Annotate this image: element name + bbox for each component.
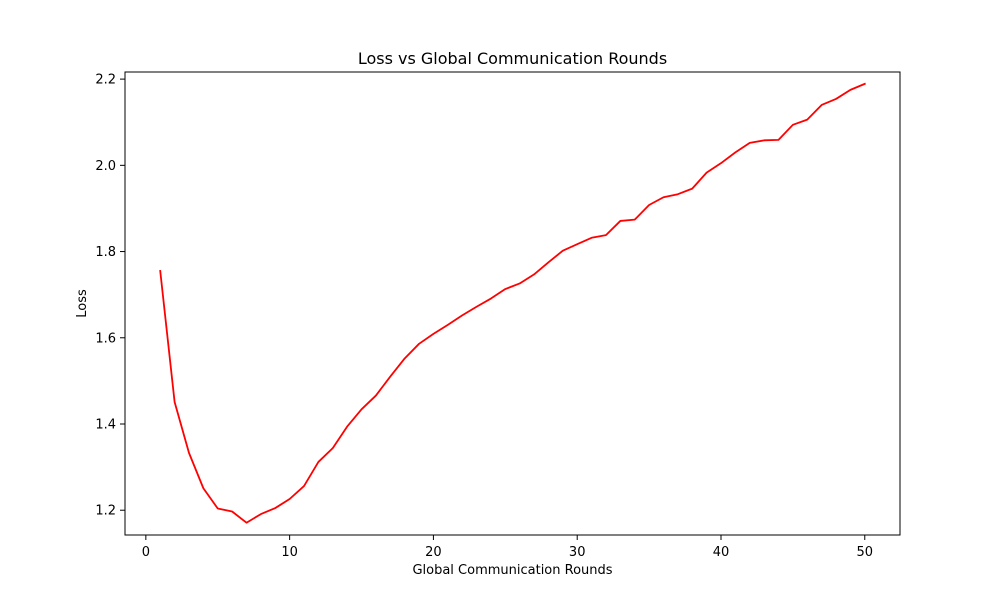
y-tick-label: 1.4 (95, 417, 116, 432)
plot-area-frame (124, 71, 901, 536)
x-axis-label: Global Communication Rounds (412, 563, 612, 578)
y-tick-label: 2.0 (95, 159, 116, 174)
x-tick-label: 40 (713, 545, 730, 560)
x-tick-label: 50 (856, 545, 873, 560)
x-tick-label: 30 (569, 545, 586, 560)
x-tick-label: 20 (425, 545, 442, 560)
loss-series-line (159, 82, 866, 524)
ticks-layer: 0 10 20 30 40 50 1.2 1.4 1.6 1.8 2.0 2.2 (95, 73, 873, 560)
y-tick-label: 1.2 (95, 504, 116, 519)
x-tick-label: 0 (142, 545, 150, 560)
x-tick-label: 10 (281, 545, 298, 560)
y-axis-label: Loss (75, 289, 90, 318)
y-tick-label: 2.2 (95, 73, 116, 88)
chart-title: Loss vs Global Communication Rounds (358, 49, 667, 68)
y-tick-label: 1.6 (95, 331, 116, 346)
y-tick-label: 1.8 (95, 245, 116, 260)
series-layer (159, 82, 866, 524)
